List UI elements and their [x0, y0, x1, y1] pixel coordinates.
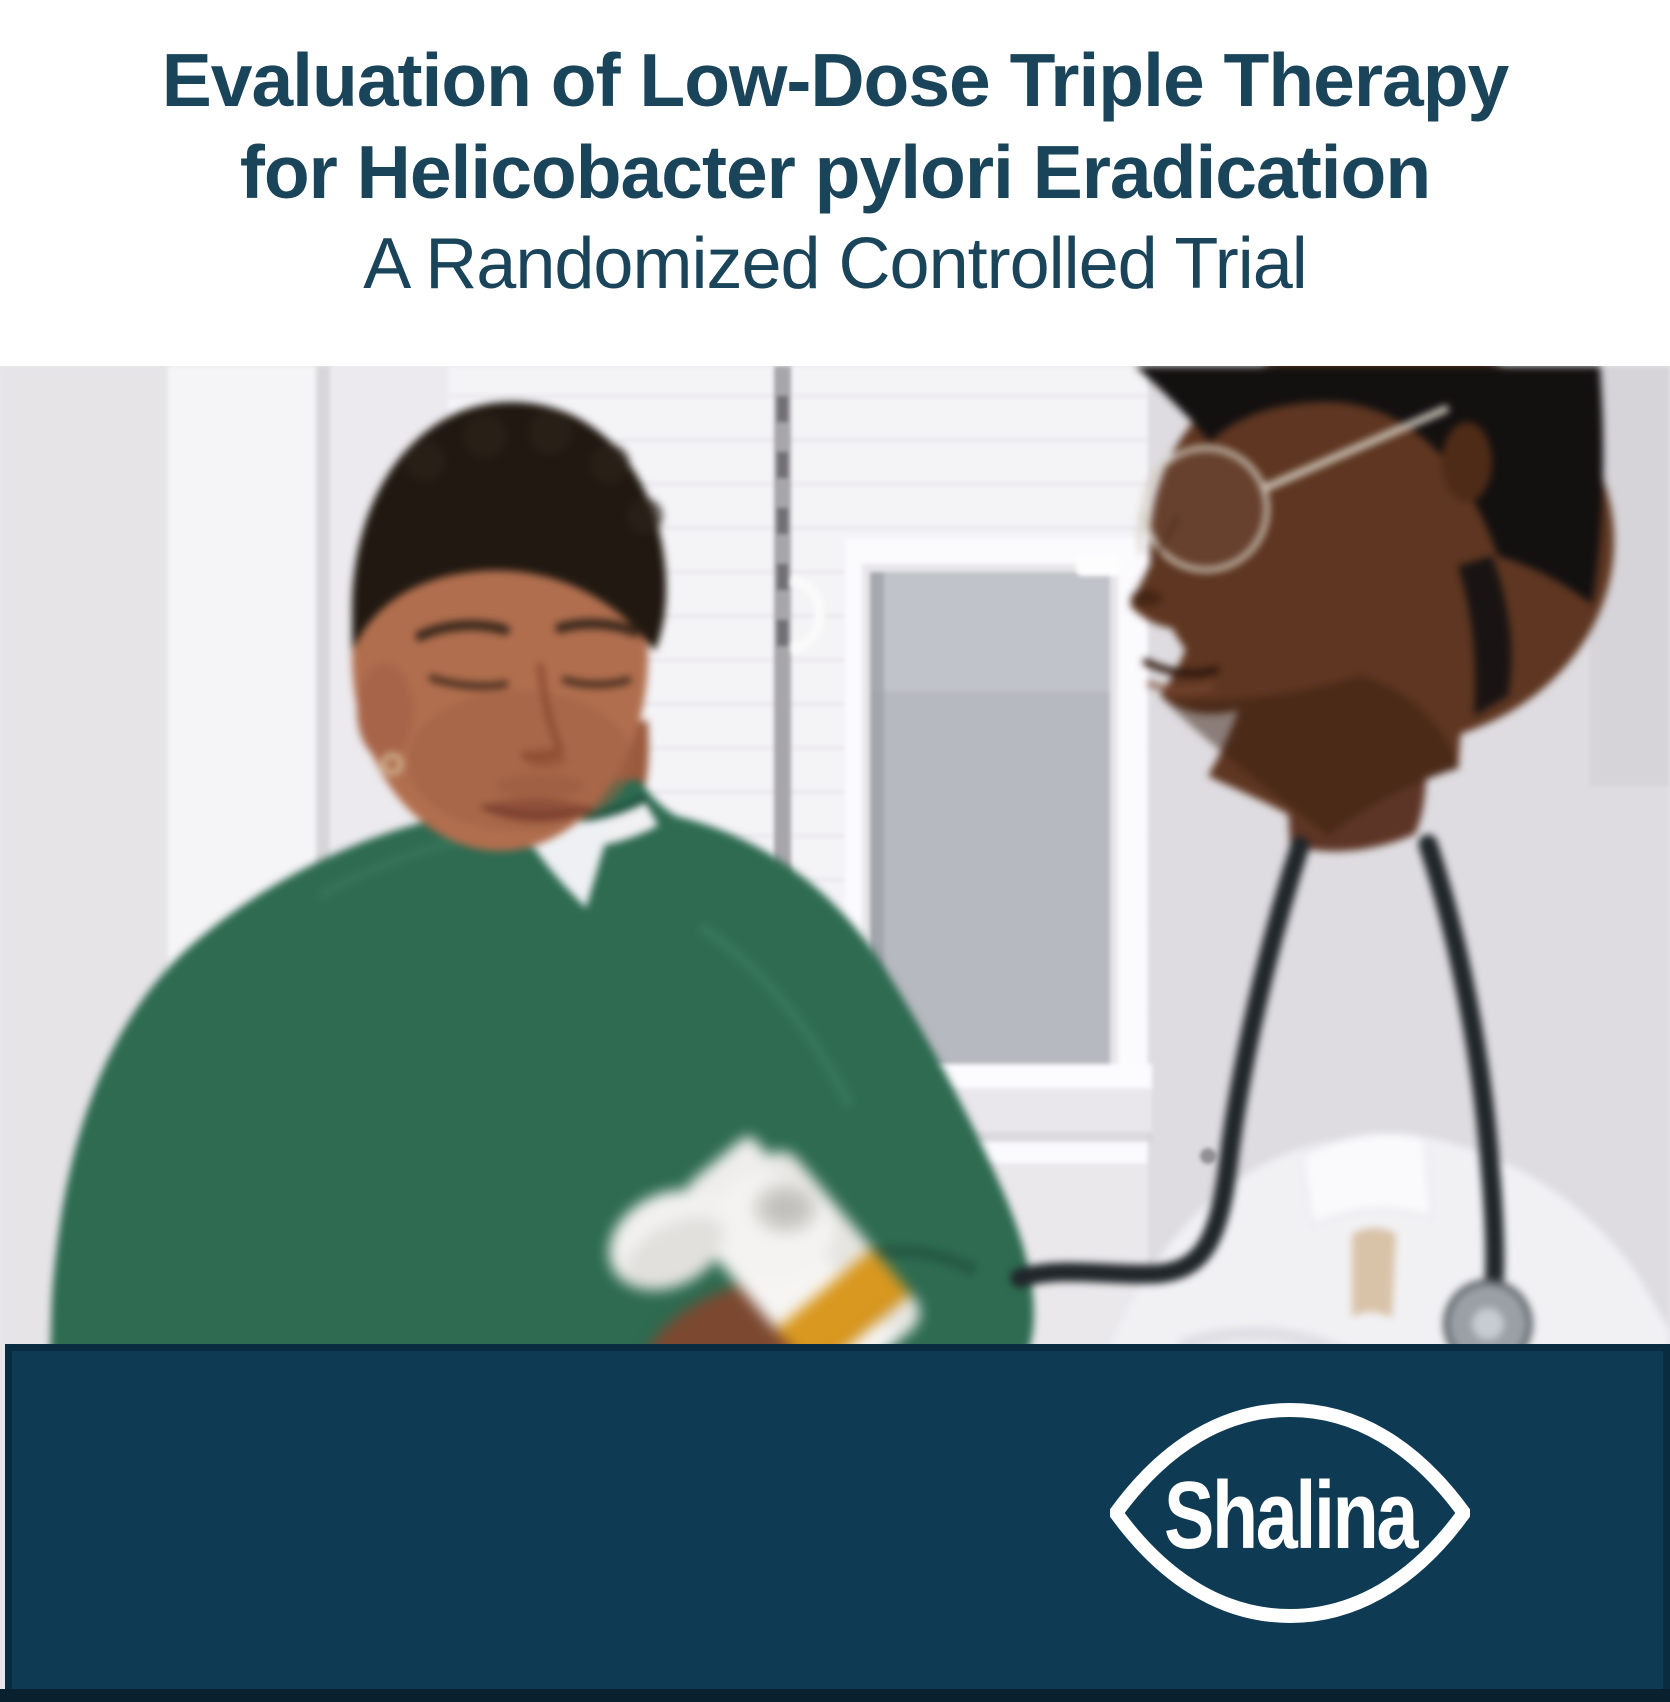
patient-eyebrow-right: [555, 618, 640, 637]
patient-eyebrow-left: [415, 620, 510, 641]
logo-wordmark: Shalina: [1164, 1462, 1419, 1569]
glasses-temple-arm: [1263, 404, 1450, 492]
shalina-logo: Shalina: [1110, 1402, 1470, 1624]
patient-lips: [482, 798, 590, 823]
patient-eye-left: [428, 674, 509, 690]
bottle-flip-lid: [609, 1190, 727, 1290]
title-line-2: for Helicobacter pylori Eradication: [239, 130, 1431, 214]
subtitle: A Randomized Controlled Trial: [363, 224, 1308, 304]
patient-ear: [357, 663, 413, 759]
bottle-opening: [766, 1193, 806, 1223]
patient-earring: [381, 753, 403, 775]
bottle-label-band: [776, 1248, 910, 1374]
blind-wand-handle: [788, 574, 826, 654]
doctor-mouth: [1142, 658, 1220, 677]
glasses-lens: [1142, 445, 1270, 573]
doctor-ear: [1442, 422, 1492, 502]
window-latch: [1076, 554, 1120, 576]
undershirt: [1352, 1228, 1396, 1318]
title-line-1: Evaluation of Low-Dose Triple Therapy: [161, 38, 1510, 122]
doctor-hair: [1135, 366, 1604, 604]
doctor-sideburn: [1458, 556, 1512, 716]
logo-lens-outline: [1110, 1402, 1470, 1624]
wall-socket: [1200, 1148, 1216, 1164]
patient-eye-right: [561, 676, 632, 688]
doctor-beard-shadow: [1165, 676, 1460, 836]
doctor-nose: [1130, 590, 1162, 606]
banner-bottom-strip: [0, 1689, 1670, 1702]
coat-collar: [1300, 1132, 1434, 1228]
title-block: Evaluation of Low-Dose Triple Therapy fo…: [0, 0, 1670, 366]
